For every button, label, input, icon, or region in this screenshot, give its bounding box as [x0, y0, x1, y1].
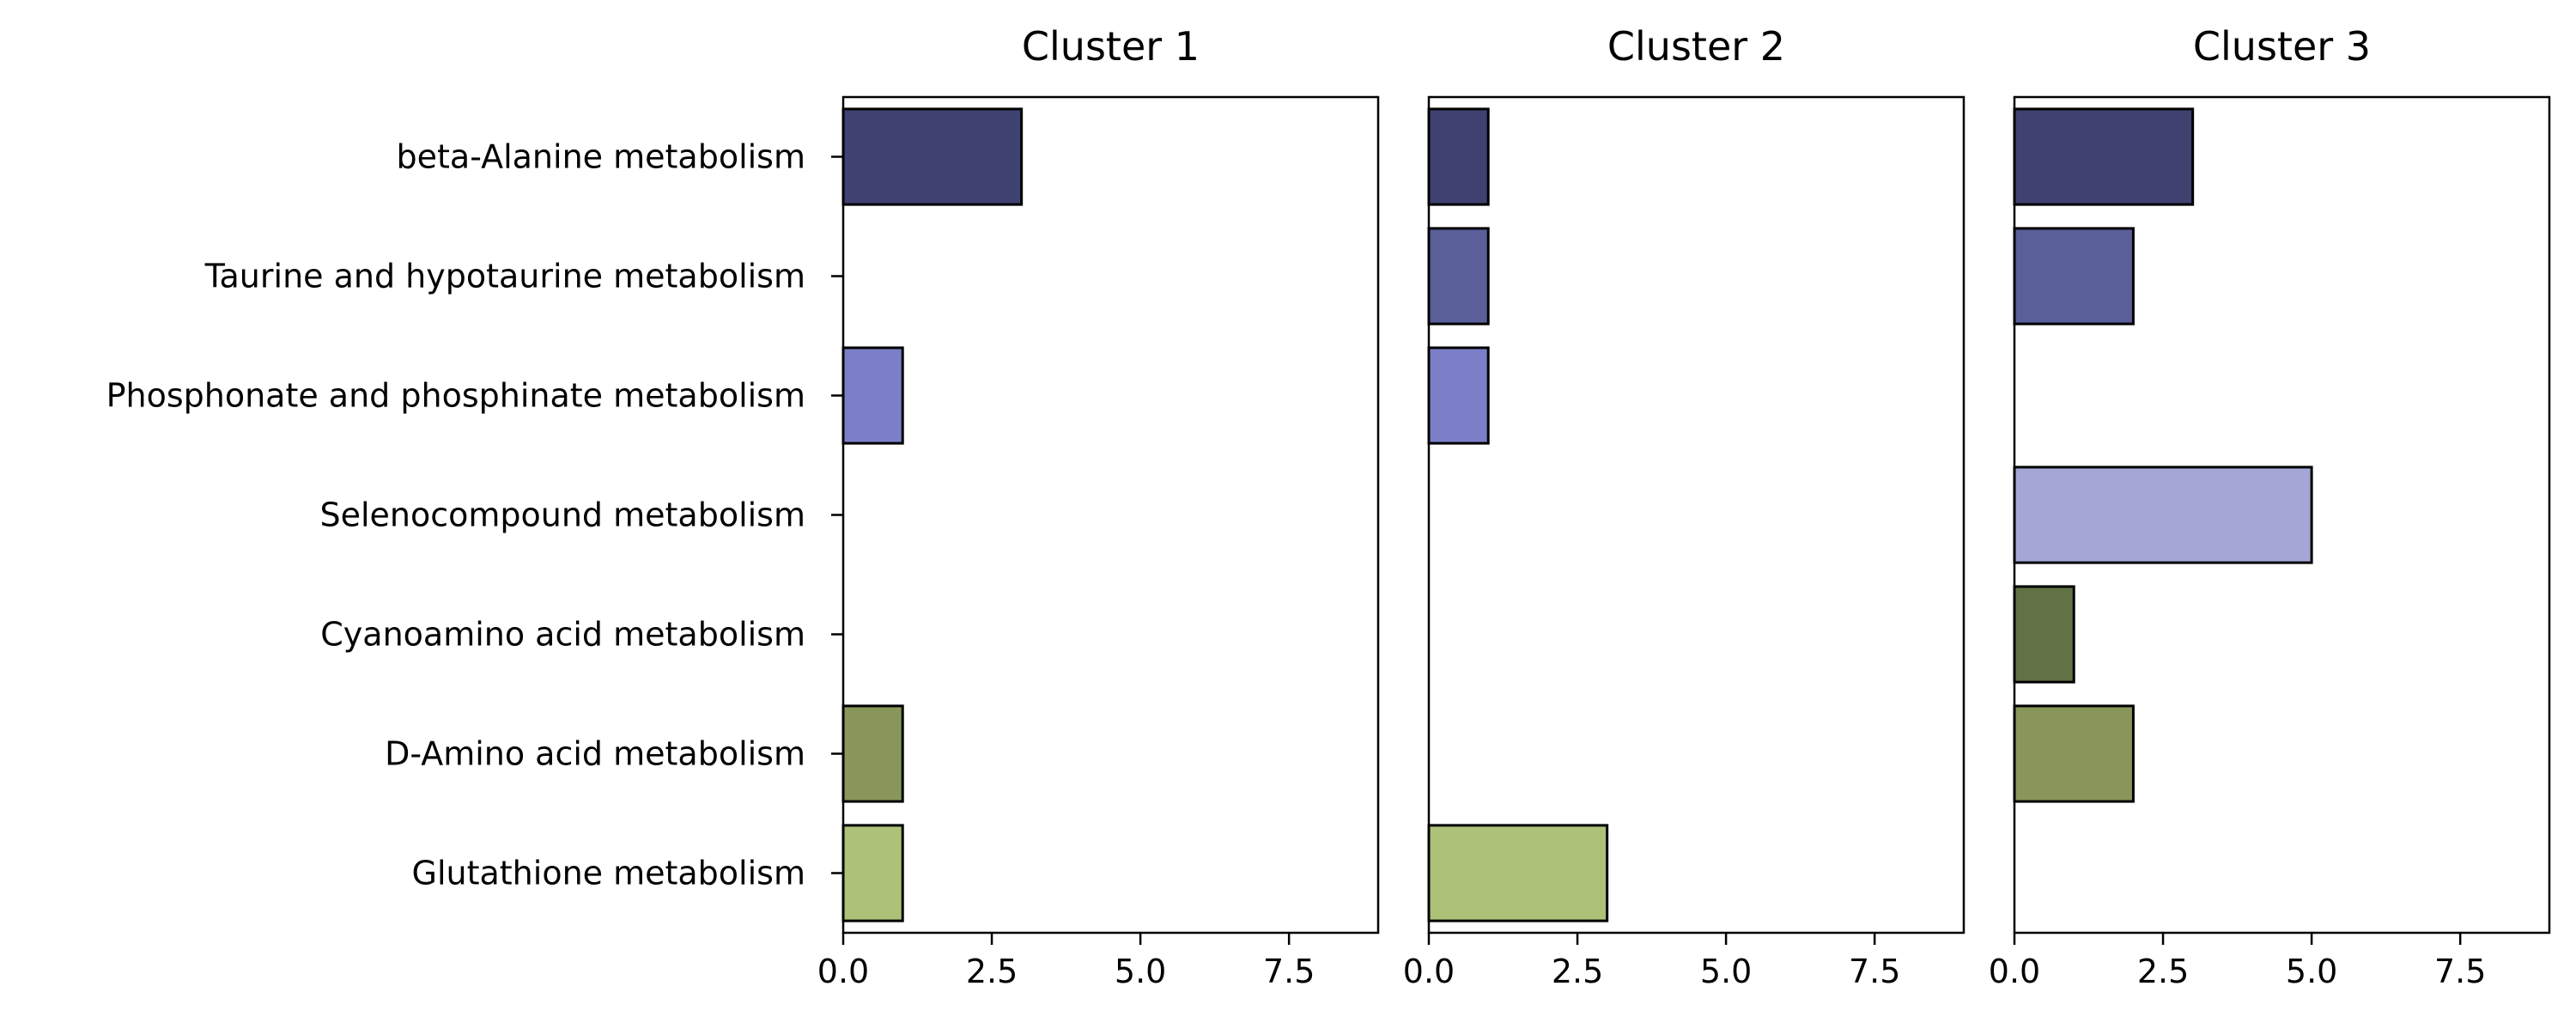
category-label: Selenocompound metabolism — [319, 496, 805, 534]
bar — [841, 346, 904, 445]
category-label: D-Amino acid metabolism — [385, 735, 805, 773]
x-tick-label: 2.5 — [1552, 953, 1603, 990]
bar — [2013, 227, 2135, 326]
x-tick-label: 5.0 — [1700, 953, 1752, 990]
x-tick-label: 2.5 — [2137, 953, 2189, 990]
panel-title: Cluster 3 — [2193, 23, 2371, 70]
bar — [1427, 227, 1490, 326]
x-tick-label: 0.0 — [1403, 953, 1455, 990]
x-tick-label: 0.0 — [1989, 953, 2040, 990]
bar — [2013, 107, 2195, 206]
x-tick-label: 2.5 — [966, 953, 1018, 990]
bar — [1427, 824, 1609, 922]
x-tick-label: 5.0 — [2286, 953, 2337, 990]
bar — [841, 107, 1024, 206]
panel-frame — [1427, 95, 1965, 935]
bar — [841, 704, 904, 803]
bar — [2013, 704, 2135, 803]
panel-title: Cluster 2 — [1607, 23, 1785, 70]
x-tick-label: 7.5 — [1263, 953, 1315, 990]
bar — [1427, 107, 1490, 206]
panel-frame — [841, 95, 1380, 935]
bar — [2013, 466, 2313, 564]
category-label: Cyanoamino acid metabolism — [320, 616, 805, 654]
x-tick-label: 0.0 — [817, 953, 869, 990]
panel-frame — [2013, 95, 2551, 935]
x-tick-label: 7.5 — [1849, 953, 1900, 990]
x-tick-label: 5.0 — [1115, 953, 1166, 990]
panel-title: Cluster 1 — [1022, 23, 1200, 70]
x-tick-label: 7.5 — [2434, 953, 2486, 990]
bar — [2013, 585, 2075, 684]
category-label: Glutathione metabolism — [412, 855, 806, 892]
category-label: beta-Alanine metabolism — [397, 138, 805, 176]
bar — [1427, 346, 1490, 445]
bar — [841, 824, 904, 922]
category-label: Taurine and hypotaurine metabolism — [204, 258, 805, 295]
category-label: Phosphonate and phosphinate metabolism — [106, 377, 805, 415]
